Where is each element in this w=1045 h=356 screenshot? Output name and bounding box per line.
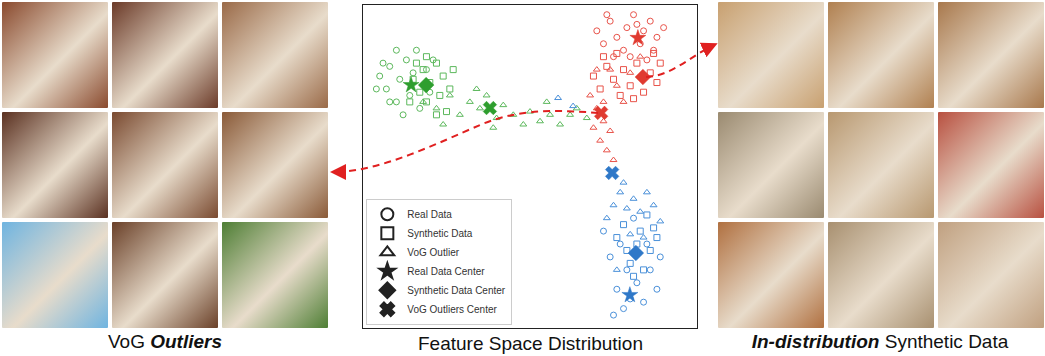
html-text:In-distribution Synthetic Data: In-distribution Synthetic Data (751, 331, 1009, 352)
svg-text:Real Data: Real Data (407, 209, 452, 220)
svg-text:Synthetic Data: Synthetic Data (407, 228, 472, 239)
svg-text:VoG Outliers Center: VoG Outliers Center (407, 304, 497, 315)
svg-text:Synthetic Data Center: Synthetic Data Center (407, 285, 505, 296)
svg-text:VoG Outlier: VoG Outlier (407, 247, 459, 258)
html-text:VoG Outliers: VoG Outliers (108, 331, 222, 352)
svg-text:Real Data Center: Real Data Center (407, 266, 485, 277)
svg-text:Feature Space Distribution: Feature Space Distribution (418, 333, 643, 354)
